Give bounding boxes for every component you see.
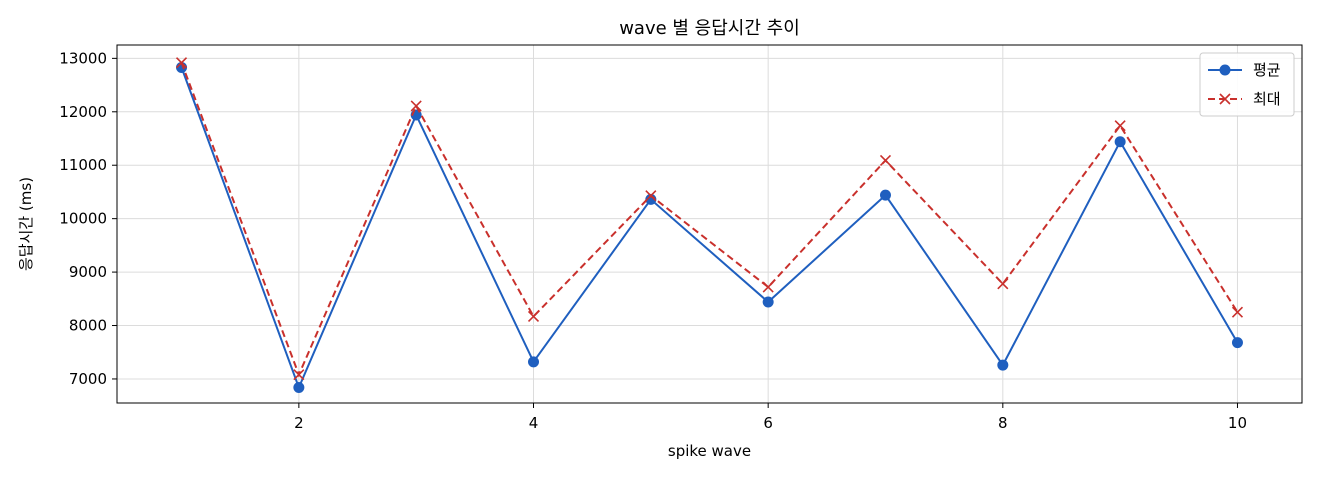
y-tick-label: 8000 — [69, 317, 107, 335]
data-point — [293, 369, 305, 381]
legend-label: 평균 — [1253, 61, 1281, 79]
x-tick-label: 10 — [1228, 414, 1247, 432]
series-layer — [175, 57, 1244, 394]
grid — [117, 45, 1302, 403]
data-point — [879, 154, 892, 166]
data-point — [762, 281, 774, 293]
data-point — [997, 278, 1009, 290]
legend-entry: 평균 — [1208, 61, 1281, 79]
series-line — [180, 67, 1239, 391]
x-tick-label: 8 — [998, 414, 1008, 432]
y-tick-label: 12000 — [59, 103, 107, 121]
x-tick-label: 4 — [529, 414, 539, 432]
data-point — [1231, 337, 1243, 349]
legend-entry: 최대 — [1208, 90, 1281, 108]
y-tick-label: 9000 — [69, 263, 107, 281]
x-axis-label: spike wave — [668, 442, 751, 460]
series-2 — [175, 57, 1244, 381]
y-tick-label: 10000 — [59, 210, 107, 228]
axis-ticks: 2 4 6 8 10 7000 8000 9000 10000 11000 12000 13000 — [59, 49, 1247, 432]
data-point — [1231, 306, 1244, 318]
data-point — [175, 57, 188, 69]
y-axis-label: 응답시간 (ms) — [17, 177, 35, 271]
data-point — [762, 296, 774, 308]
data-point — [1114, 120, 1126, 132]
data-point — [879, 189, 891, 201]
x-tick-label: 2 — [294, 414, 304, 432]
data-point — [645, 190, 657, 202]
legend-marker — [1219, 93, 1231, 105]
data-point — [528, 356, 540, 368]
y-tick-label: 7000 — [69, 370, 107, 388]
y-tick-label: 13000 — [59, 49, 107, 67]
data-point — [293, 382, 305, 394]
plot-frame — [116, 44, 1303, 404]
data-point — [1114, 136, 1126, 148]
legend-marker — [1219, 64, 1231, 76]
data-point — [527, 310, 540, 323]
data-point — [997, 359, 1009, 371]
chart-title: wave 별 응답시간 추이 — [619, 18, 800, 39]
y-tick-label: 11000 — [59, 156, 107, 174]
data-point — [410, 100, 422, 112]
x-tick-label: 6 — [763, 414, 773, 432]
legend-label: 최대 — [1253, 90, 1281, 108]
